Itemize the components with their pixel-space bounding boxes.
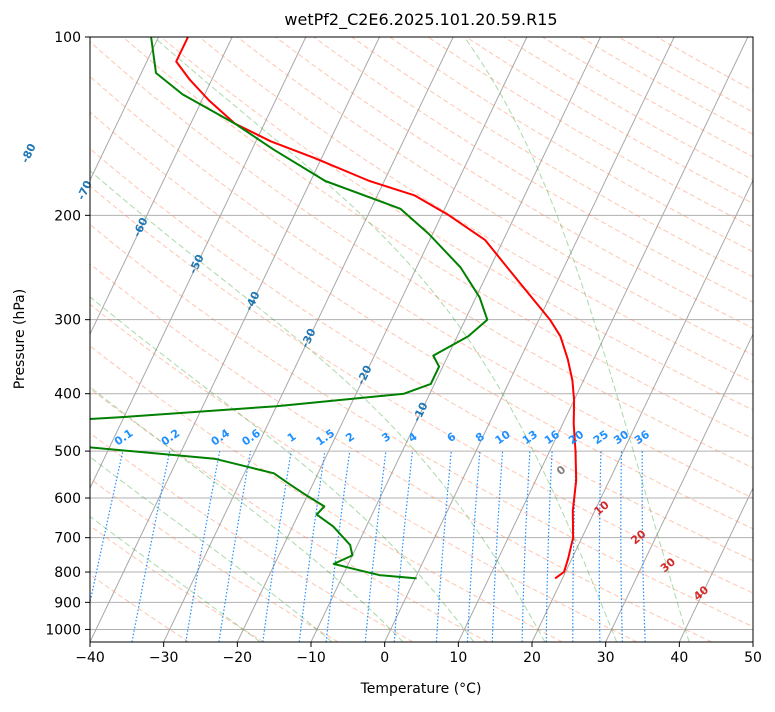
x-tick-label: −30 [149, 650, 179, 666]
x-tick-label: 0 [380, 650, 389, 666]
x-tick-label: 20 [523, 650, 541, 666]
x-tick-label: −40 [75, 650, 105, 666]
x-tick-label: −10 [296, 650, 326, 666]
x-tick-label: 40 [670, 650, 688, 666]
y-tick-label: 300 [54, 313, 81, 329]
y-tick-label: 100 [54, 30, 81, 46]
y-tick-label: 200 [54, 208, 81, 224]
y-tick-label: 600 [54, 491, 81, 507]
y-tick-label: 800 [54, 565, 81, 581]
y-tick-label: 400 [54, 387, 81, 403]
x-axis-title: Temperature (°C) [360, 681, 482, 697]
y-axis-title: Pressure (hPa) [12, 289, 28, 389]
x-tick-label: 10 [449, 650, 467, 666]
x-tick-label: −20 [223, 650, 253, 666]
y-tick-label: 700 [54, 531, 81, 547]
chart-title: wetPf2_C2E6.2025.101.20.59.R15 [284, 10, 557, 30]
x-tick-label: 50 [744, 650, 762, 666]
y-tick-label: 500 [54, 444, 81, 460]
y-tick-label: 1000 [45, 622, 81, 638]
x-tick-label: 30 [597, 650, 615, 666]
y-tick-label: 900 [54, 595, 81, 611]
